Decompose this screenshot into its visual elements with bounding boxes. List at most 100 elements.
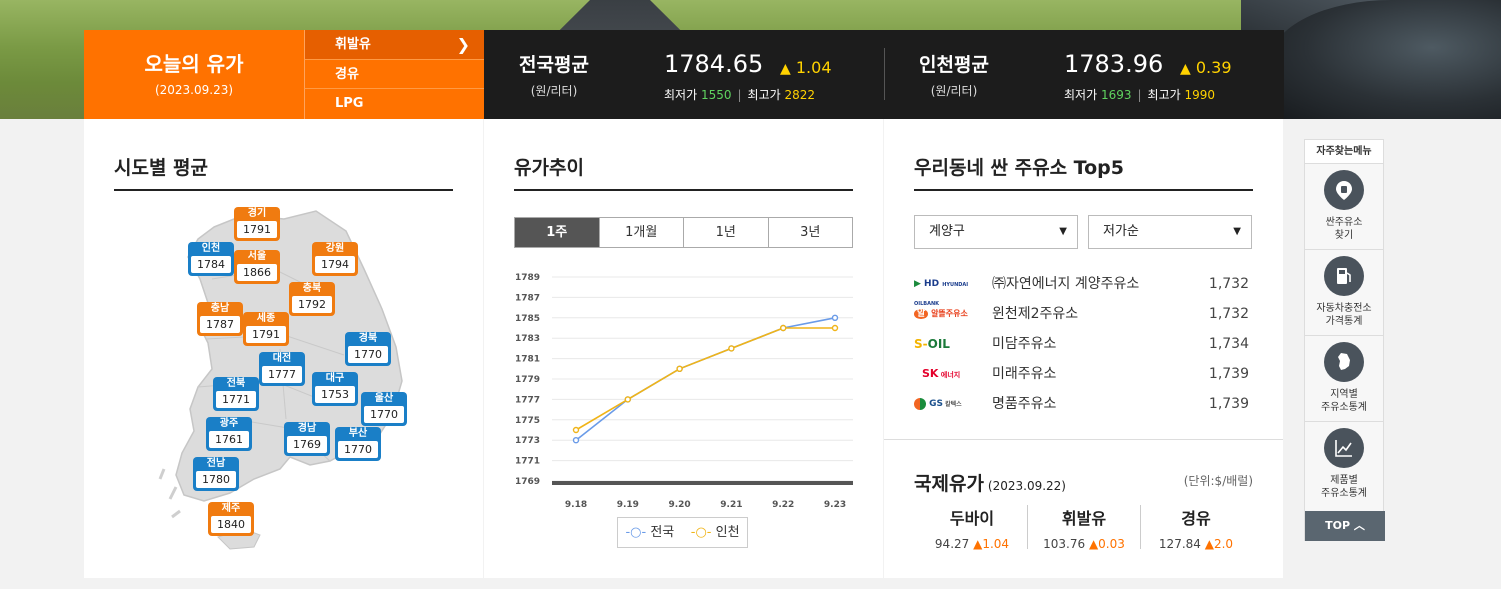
intl-change: 2.0: [1213, 537, 1234, 551]
region-badge[interactable]: 경북 1770: [345, 332, 391, 366]
station-price: 1,732: [1208, 306, 1249, 322]
fuel-tab-label: 경유: [335, 66, 359, 82]
region-name: 경기: [247, 208, 267, 219]
region-badge[interactable]: 서울 1866: [234, 250, 280, 284]
data-point[interactable]: [728, 345, 735, 352]
hd-oilbank-logo: ▶ HD HYUNDAI OILBANK: [914, 279, 969, 307]
x-tick-label: 9.22: [772, 500, 794, 510]
top5-title: 우리동네 싼 주유소 Top5: [914, 157, 1124, 179]
region-badge[interactable]: 경남 1769: [284, 422, 330, 456]
tab-1-year[interactable]: 1년: [684, 218, 769, 247]
station-row[interactable]: GS 칼텍스 명품주유소 1,739: [914, 389, 1253, 419]
quick-cheap-station[interactable]: 싼주유소 찾기: [1305, 164, 1383, 250]
station-row[interactable]: SK 에너지 미래주유소 1,739: [914, 359, 1253, 389]
title-rule: [114, 189, 453, 191]
region-badge[interactable]: 제주 1840: [208, 502, 254, 536]
region-value: 1840: [211, 516, 251, 533]
national-minmax: 최저가 1550 | 최고가 2822: [664, 88, 816, 102]
national-max: 2822: [784, 88, 816, 102]
top5-panel: 우리동네 싼 주유소 Top5 계양구 ▼ 저가순 ▼ ▶ HD HYUNDAI…: [884, 119, 1283, 578]
today-title: 오늘의 유가: [144, 52, 244, 76]
region-badge[interactable]: 세종 1791: [243, 312, 289, 346]
fuel-tab-diesel[interactable]: 경유: [304, 59, 484, 90]
legend-national-label: 전국: [650, 525, 675, 540]
region-badge[interactable]: 광주 1761: [206, 417, 252, 451]
tab-3-year[interactable]: 3년: [800, 225, 821, 240]
caret-down-icon: ▼: [1059, 226, 1067, 237]
region-badge[interactable]: 강원 1794: [312, 242, 358, 276]
data-point[interactable]: [831, 314, 839, 321]
y-tick-label: 1769: [515, 477, 540, 487]
data-point[interactable]: [676, 365, 683, 373]
intl-value: 94.27: [934, 537, 970, 551]
data-point[interactable]: [572, 426, 580, 434]
intl-change: 1.04: [982, 537, 1010, 551]
korea-map-icon: [1324, 342, 1364, 382]
station-price: 1,739: [1208, 366, 1249, 382]
fuel-tab-gasoline[interactable]: 휘발유 ❯: [304, 30, 484, 60]
quick-label: 주유소통계: [1321, 402, 1367, 413]
x-tick-label: 9.21: [720, 500, 742, 510]
national-average: 전국평균 (원/리터) 1784.65 ▲ 1.04 최저가 1550 | 최고가 …: [484, 30, 884, 119]
incheon-change-value: 0.39: [1195, 58, 1232, 77]
region-name: 충북: [302, 283, 322, 294]
region-badge[interactable]: 전북 1771: [213, 377, 259, 411]
region-value: 1761: [209, 431, 249, 448]
line-chart-icon: [1324, 428, 1364, 468]
district-value: 계양구: [929, 224, 965, 239]
y-tick-label: 1779: [515, 375, 540, 385]
station-row[interactable]: ▶ HD HYUNDAI OILBANK ㈜자연에너지 계양주유소 1,732: [914, 269, 1253, 307]
tab-1-week[interactable]: 1주: [515, 218, 600, 247]
intl-title: 국제유가 (2023.09.22): [914, 469, 1066, 496]
top-button[interactable]: TOP ︿: [1305, 511, 1385, 541]
region-badge[interactable]: 대전 1777: [259, 352, 305, 386]
divider: [1140, 505, 1141, 549]
region-badge[interactable]: 충남 1787: [197, 302, 243, 336]
region-badge[interactable]: 부산 1770: [335, 427, 381, 461]
region-name: 대전: [272, 353, 292, 364]
intl-value: 127.84: [1158, 537, 1201, 551]
national-unit: (원/리터): [530, 84, 578, 98]
incheon-change: ▲ 0.39: [1180, 58, 1232, 77]
series-line-incheon: [575, 327, 835, 431]
quick-label: 주유소통계: [1321, 488, 1367, 499]
incheon-legend-icon: -○-: [690, 525, 712, 540]
region-badge[interactable]: 전남 1780: [193, 457, 239, 491]
station-row[interactable]: S-OIL 미담주유소 1,734: [914, 329, 1253, 359]
data-point[interactable]: [780, 324, 787, 332]
trend-chart: 1789 1787 1785 1783 1781 1779 1777 1775 1773 1771…: [515, 273, 853, 510]
region-name: 서울: [247, 251, 267, 262]
quick-charging-stats[interactable]: 자동차충전소 가격통계: [1305, 250, 1383, 336]
region-badge[interactable]: 경기 1791: [234, 207, 280, 241]
y-tick-label: 1783: [515, 334, 540, 344]
region-value: 1770: [364, 406, 404, 423]
district-select[interactable]: 계양구 ▼: [914, 215, 1078, 249]
data-point[interactable]: [831, 324, 839, 332]
today-price-box: 오늘의 유가 (2023.09.23): [84, 30, 304, 119]
altteul-logo: 알 알뜰주유소: [914, 305, 970, 323]
quick-label: 지역별: [1330, 389, 1358, 400]
region-badge[interactable]: 울산 1770: [361, 392, 407, 426]
region-name: 광주: [219, 418, 239, 429]
quick-label: 찾기: [1334, 230, 1354, 241]
trend-title: 유가추이: [514, 157, 584, 179]
national-change-value: 1.04: [795, 58, 832, 77]
fuel-tab-lpg[interactable]: LPG: [304, 89, 484, 119]
sort-select[interactable]: 저가순 ▼: [1088, 215, 1252, 249]
region-badge[interactable]: 인천 1784: [188, 242, 234, 276]
y-tick-label: 1771: [515, 457, 540, 467]
y-tick-label: 1789: [515, 273, 540, 283]
station-row[interactable]: 알 알뜰주유소 윈천제2주유소 1,732: [914, 299, 1253, 329]
region-badge[interactable]: 대구 1753: [312, 372, 358, 406]
data-point[interactable]: [624, 396, 632, 403]
location-pin-icon: [1324, 170, 1364, 210]
fuel-tab-label: 휘발유: [335, 37, 371, 52]
region-name: 울산: [374, 393, 394, 404]
tab-1-month[interactable]: 1개월: [600, 218, 684, 247]
region-badge[interactable]: 충북 1792: [289, 282, 335, 316]
quick-product-stats[interactable]: 제품별 주유소통계: [1305, 422, 1383, 508]
data-point[interactable]: [572, 436, 580, 444]
x-tick-label: 9.18: [565, 500, 587, 510]
up-triangle-icon: ▲: [780, 61, 791, 77]
